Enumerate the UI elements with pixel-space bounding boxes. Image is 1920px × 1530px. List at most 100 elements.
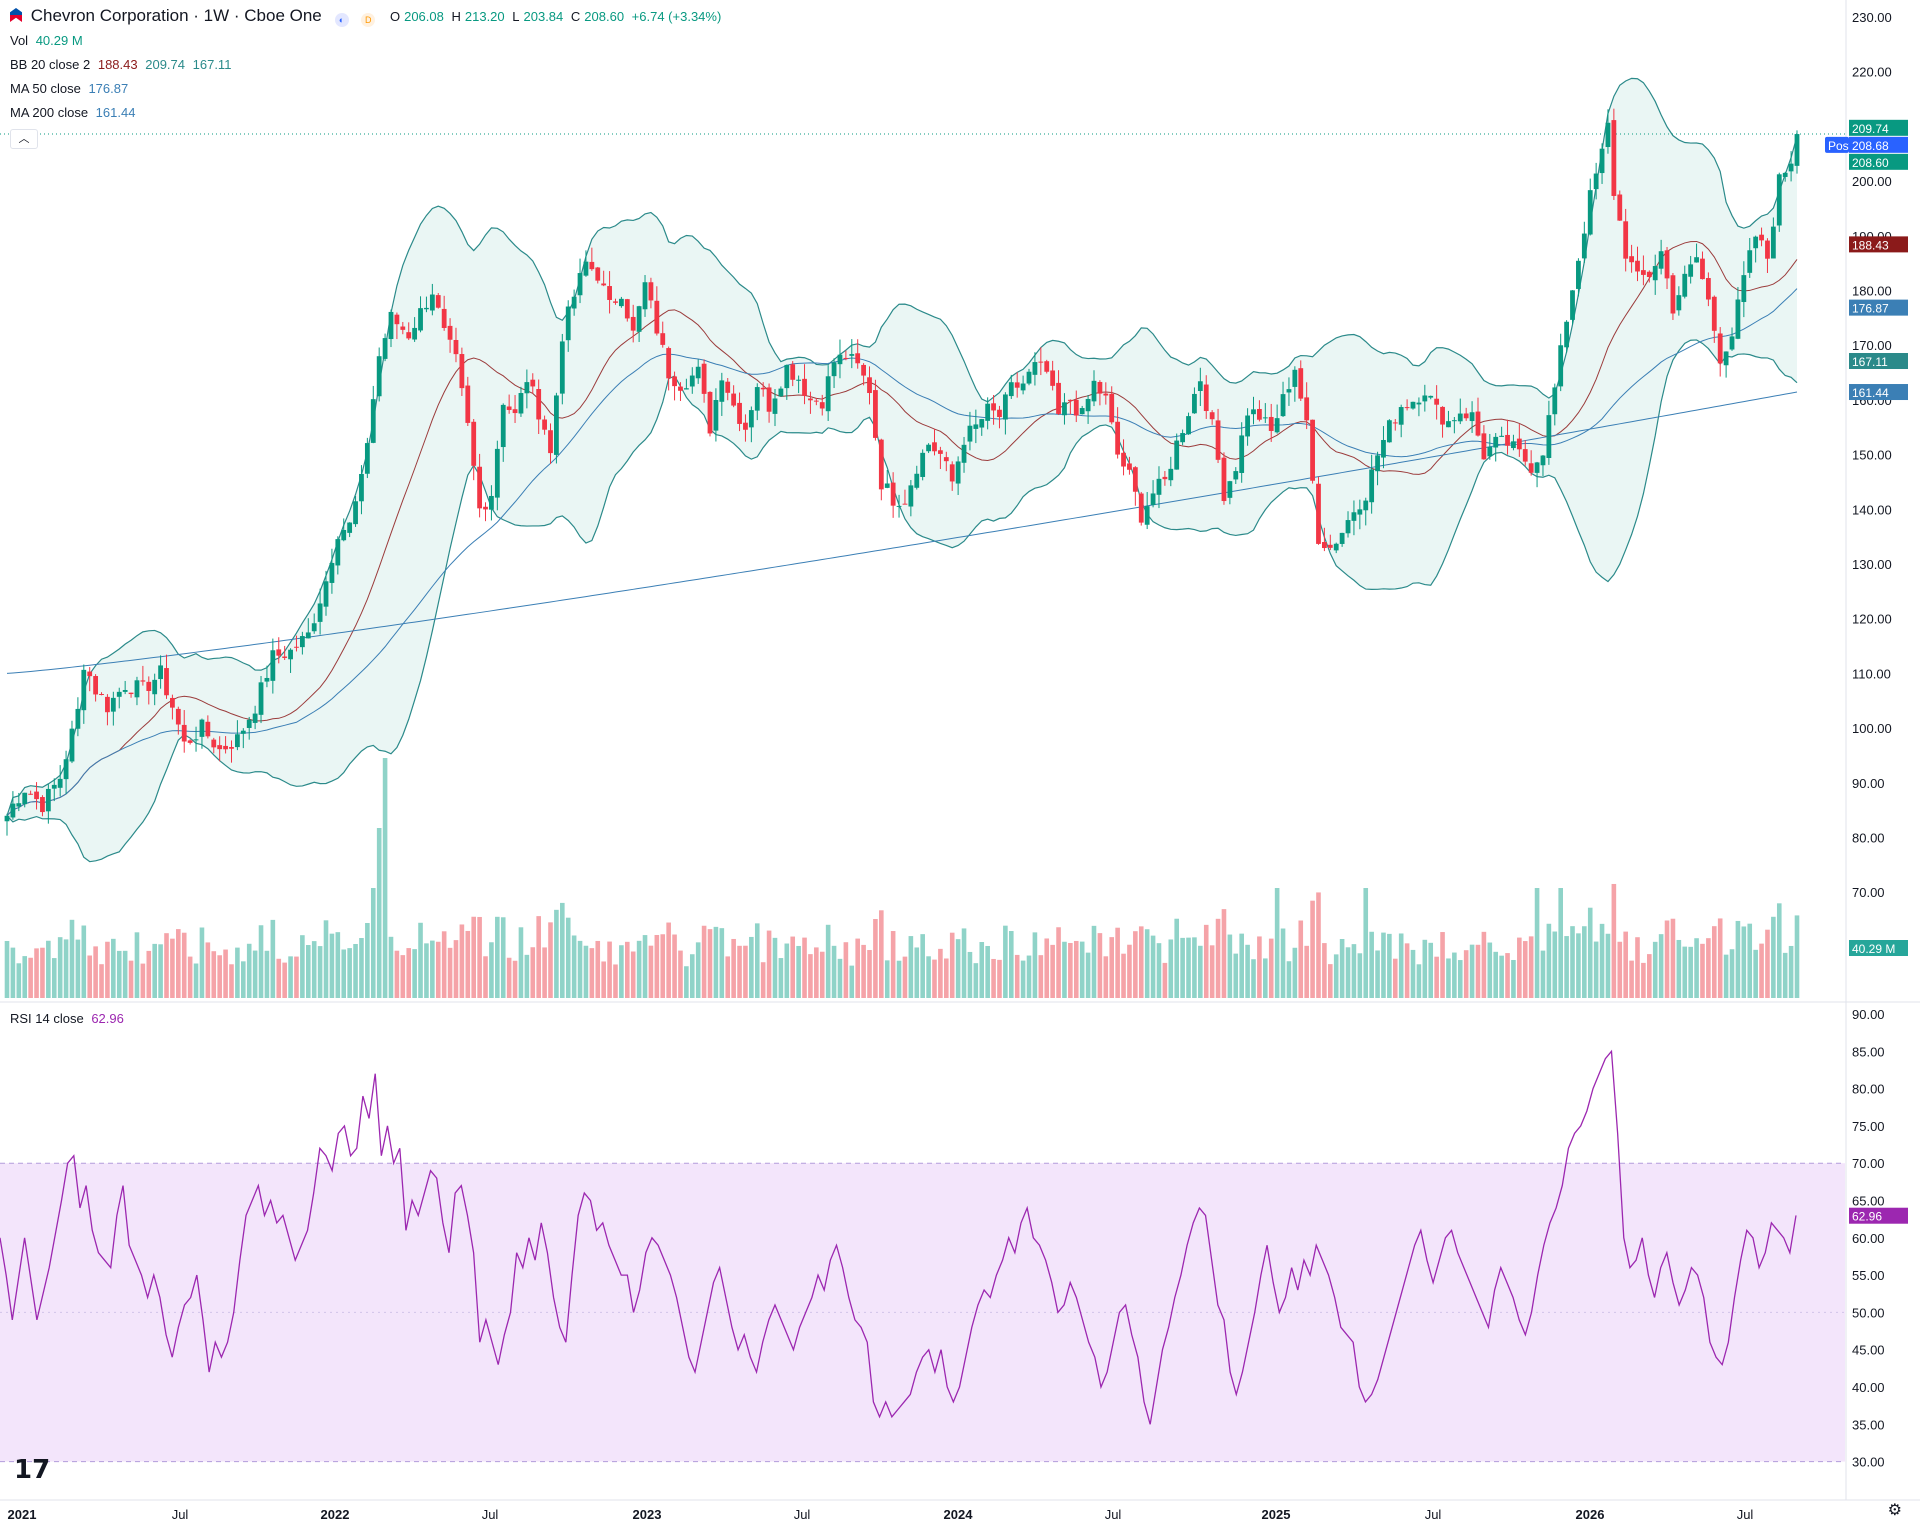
candle-body [1121,452,1126,467]
candle-body [211,739,217,748]
volume-bar [873,919,878,998]
candle [1765,238,1770,274]
candle-body [122,690,128,692]
candle-body [1576,260,1581,289]
candle-body [1079,408,1085,415]
volume-bar [122,950,128,998]
candle-body [743,422,748,430]
candle-body [1404,407,1410,409]
volume-bar [1552,931,1558,998]
candle-body [134,680,140,698]
rsi-tick-label: 40.00 [1852,1380,1885,1395]
candle-body [961,444,967,463]
candle [914,465,920,490]
price-label-bg [1849,153,1908,170]
candle [937,446,943,469]
candle [1469,401,1475,433]
candle-body [654,300,660,334]
candle-body [63,759,69,780]
volume-bar [867,950,872,998]
candle-body [459,354,465,389]
volume-bar [223,949,228,998]
candle-body [695,366,701,379]
legend-ma50[interactable]: MA 50 close 176.87 [10,80,132,98]
candle [1002,392,1008,435]
session-icon[interactable]: ◐ [334,13,349,27]
candle-body [424,307,429,310]
volume-bar [660,934,666,998]
candle-body [1209,412,1215,420]
volume-bar [1286,961,1292,998]
candle-body [1192,393,1197,414]
candle [595,266,601,284]
candle [518,386,524,417]
candle [335,536,341,575]
time-tick-label: 2021 [8,1507,37,1522]
rsi-tick-label: 30.00 [1852,1455,1885,1470]
candle [1056,370,1061,415]
candle [45,784,51,824]
ma200-line [6,391,1798,674]
candle-body [1268,416,1274,431]
candle-body [394,314,400,325]
volume-bar [1528,936,1534,998]
volume-bar [22,956,28,998]
candle-body [140,680,146,682]
candle-body [837,354,843,365]
volume-bar [678,950,683,998]
candle-body [1115,421,1121,455]
candle-body [1392,422,1398,424]
volume-bar [1771,916,1776,998]
volume-bar [719,928,725,998]
price-tick-label: 80.00 [1852,831,1885,846]
volume-bar [1233,953,1239,998]
candle-body [506,406,512,410]
candle-body [1516,438,1522,450]
candle-body [565,306,571,341]
volume-bar [1706,938,1711,998]
gear-icon[interactable]: ⚙ [1887,1502,1902,1519]
candle [1227,480,1233,505]
delay-badge[interactable]: D [361,13,376,27]
candle-body [1274,418,1280,433]
candle-body [1564,321,1570,348]
volume-bar [1298,920,1304,998]
symbol-name[interactable]: Chevron Corporation · 1W · Cboe One [30,6,322,25]
candle-body [772,398,778,414]
candle-body [1375,455,1380,472]
candle-body [583,261,589,276]
candle-body [1711,296,1717,331]
candle-body [1629,256,1634,263]
volume-bar [1782,952,1788,998]
candle [288,648,293,673]
candle-body [1652,266,1658,281]
legend-volume[interactable]: Vol 40.29 M [10,32,87,50]
candle [618,296,624,308]
candle-body [967,425,973,442]
candle [1729,327,1735,351]
candle [483,502,488,522]
volume-bar [152,943,157,998]
candle [530,373,536,394]
volume-bar [1292,947,1298,998]
volume-bar [760,962,766,998]
volume-bar [28,957,33,998]
candle [1776,172,1782,232]
legend-ma200[interactable]: MA 200 close 161.44 [10,104,139,122]
candle-body [146,681,152,691]
candle-body [849,354,855,356]
volume-bar [146,950,152,998]
candle-body [193,739,199,741]
candle-body [861,364,867,376]
volume-bar [1463,950,1469,998]
candle [1516,424,1522,457]
volume-bar [288,956,293,998]
candle [494,440,500,511]
collapse-legend-button[interactable]: ︿ [10,129,38,149]
candle [731,385,737,408]
volume-bar [1711,926,1717,998]
tradingview-logo-icon[interactable]: 17 [14,1455,51,1485]
legend-rsi[interactable]: RSI 14 close 62.96 [10,1010,128,1028]
legend-bollinger[interactable]: BB 20 close 2 188.43 209.74 167.11 [10,56,235,74]
